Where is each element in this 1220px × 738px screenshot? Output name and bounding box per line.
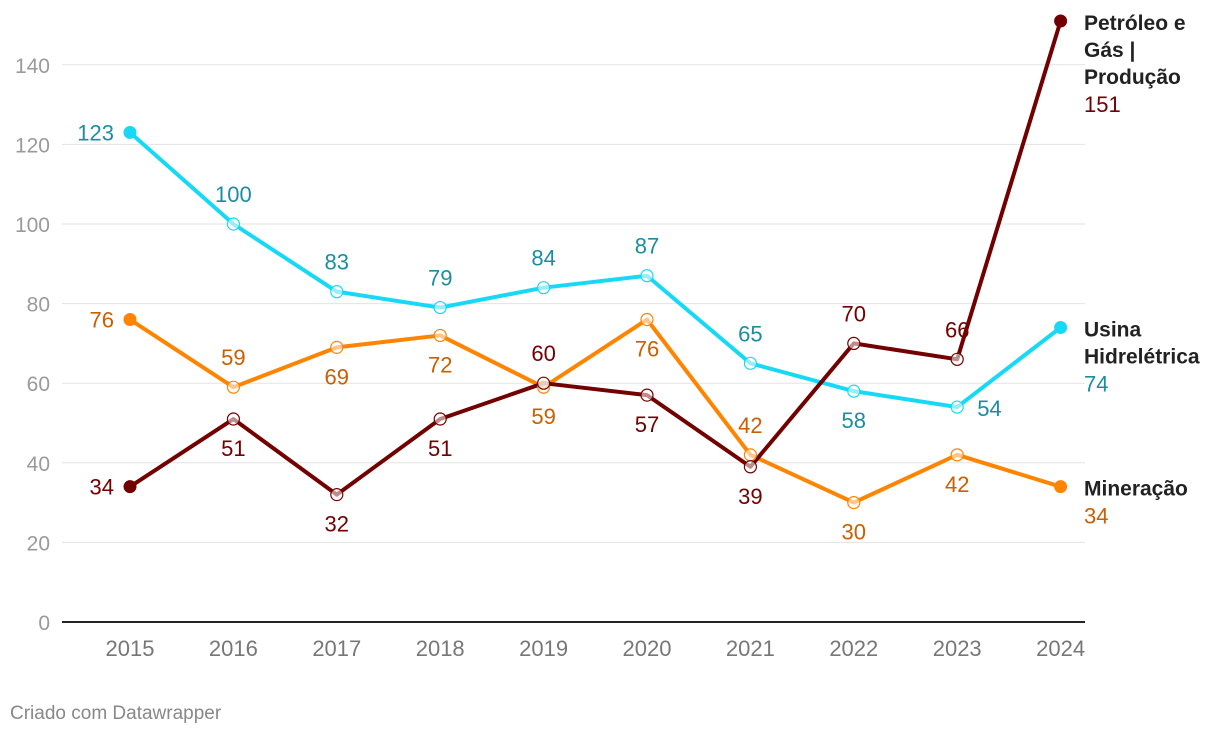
point-hidro [123, 125, 137, 139]
series-lines [128, 19, 1063, 505]
point-petroleo [330, 488, 344, 502]
data-label-petroleo: 66 [945, 317, 969, 342]
point-hidro [950, 400, 964, 414]
data-label-petroleo: 51 [428, 436, 452, 461]
data-label-petroleo: 39 [738, 484, 762, 509]
x-tick-label: 2015 [106, 636, 155, 661]
point-petroleo [123, 480, 137, 494]
data-label-mineracao: 59 [221, 345, 245, 370]
data-labels: 123 100 83 79 84 87 65 58 54 76 59 69 72 59 76 42 30 42 34… [77, 120, 1001, 544]
end-labels: Usina Hidrelétrica 74 Mineração 34 Petróleo e… [1084, 12, 1200, 529]
gridlines [62, 64, 1085, 543]
series-line-hidro [128, 130, 1063, 410]
point-mineracao [226, 380, 240, 394]
point-mineracao [640, 312, 654, 327]
x-tick-label: 2020 [623, 636, 672, 661]
point-mineracao [123, 313, 137, 327]
series-name-petroleo: Gás | [1084, 39, 1135, 62]
point-mineracao [330, 340, 344, 354]
data-label-mineracao: 76 [90, 308, 114, 333]
x-tick-label: 2016 [209, 636, 258, 661]
x-tick-label: 2018 [416, 636, 465, 661]
point-hidro [1054, 320, 1068, 334]
series-name-petroleo: Produção [1084, 66, 1181, 89]
data-label-petroleo: 57 [635, 412, 659, 437]
x-tick-label: 2017 [312, 636, 361, 661]
y-tick-label: 20 [27, 532, 50, 555]
data-label-petroleo: 51 [221, 436, 245, 461]
series-name-hidro: Usina [1084, 318, 1142, 341]
x-tick-label: 2019 [519, 636, 568, 661]
point-hidro [536, 281, 551, 295]
data-label-hidro: 87 [635, 234, 659, 259]
data-label-petroleo: 60 [531, 341, 555, 366]
data-label-mineracao: 59 [531, 404, 555, 429]
point-petroleo [433, 412, 447, 426]
end-value-hidro: 74 [1084, 371, 1108, 396]
data-label-hidro: 123 [77, 120, 114, 145]
series-points [123, 14, 1068, 510]
y-tick-label: 120 [15, 134, 50, 157]
point-hidro [640, 269, 654, 283]
y-axis: 0 20 40 60 80 100 120 140 [15, 55, 50, 635]
point-petroleo [847, 336, 861, 350]
y-tick-label: 60 [27, 373, 50, 396]
x-tick-label: 2023 [933, 636, 982, 661]
point-hidro [226, 217, 240, 231]
end-value-petroleo: 151 [1084, 92, 1121, 117]
data-label-hidro: 84 [531, 246, 555, 271]
data-label-hidro: 54 [977, 396, 1001, 421]
y-tick-label: 40 [27, 453, 50, 476]
point-petroleo [1054, 14, 1068, 28]
data-label-hidro: 65 [738, 321, 762, 346]
y-tick-label: 100 [15, 214, 50, 237]
x-tick-label: 2021 [726, 636, 775, 661]
point-petroleo [226, 412, 240, 426]
data-label-petroleo: 70 [842, 301, 866, 326]
data-label-hidro: 58 [842, 408, 866, 433]
y-tick-label: 0 [38, 612, 50, 635]
point-mineracao [1054, 480, 1068, 494]
point-mineracao [743, 448, 758, 462]
x-axis: 2015 2016 2017 2018 2019 2020 2021 2022 2023 2024 [62, 621, 1085, 661]
point-mineracao [847, 496, 861, 510]
end-value-mineracao: 34 [1084, 504, 1108, 529]
data-label-mineracao: 76 [635, 337, 659, 362]
series-name-petroleo: Petróleo e [1084, 12, 1186, 35]
point-hidro [433, 300, 447, 315]
data-label-mineracao: 72 [428, 352, 452, 377]
series-line-mineracao [128, 317, 1063, 505]
point-petroleo [950, 352, 964, 366]
point-mineracao [433, 328, 447, 343]
x-tick-label: 2022 [829, 636, 878, 661]
data-label-hidro: 83 [325, 250, 349, 275]
series-line-petroleo [128, 19, 1063, 497]
data-label-hidro: 79 [428, 266, 452, 291]
point-petroleo [536, 376, 551, 390]
point-petroleo [743, 460, 758, 474]
data-label-mineracao: 42 [945, 472, 969, 497]
point-petroleo [640, 388, 654, 402]
series-name-mineracao: Mineração [1084, 478, 1188, 501]
point-mineracao [950, 448, 964, 462]
data-label-petroleo: 34 [90, 475, 114, 500]
y-tick-label: 140 [15, 55, 50, 78]
point-hidro [847, 384, 861, 398]
data-label-mineracao: 69 [325, 364, 349, 389]
data-label-hidro: 100 [215, 182, 252, 207]
y-tick-label: 80 [27, 294, 50, 317]
point-hidro [743, 356, 758, 370]
data-label-mineracao: 30 [842, 520, 866, 545]
x-tick-label: 2024 [1036, 636, 1085, 661]
series-name-hidro: Hidrelétrica [1084, 345, 1200, 368]
data-label-mineracao: 42 [738, 413, 762, 438]
point-hidro [330, 285, 344, 299]
footer-credit: Criado com Datawrapper [10, 703, 222, 724]
data-label-petroleo: 32 [325, 512, 349, 537]
